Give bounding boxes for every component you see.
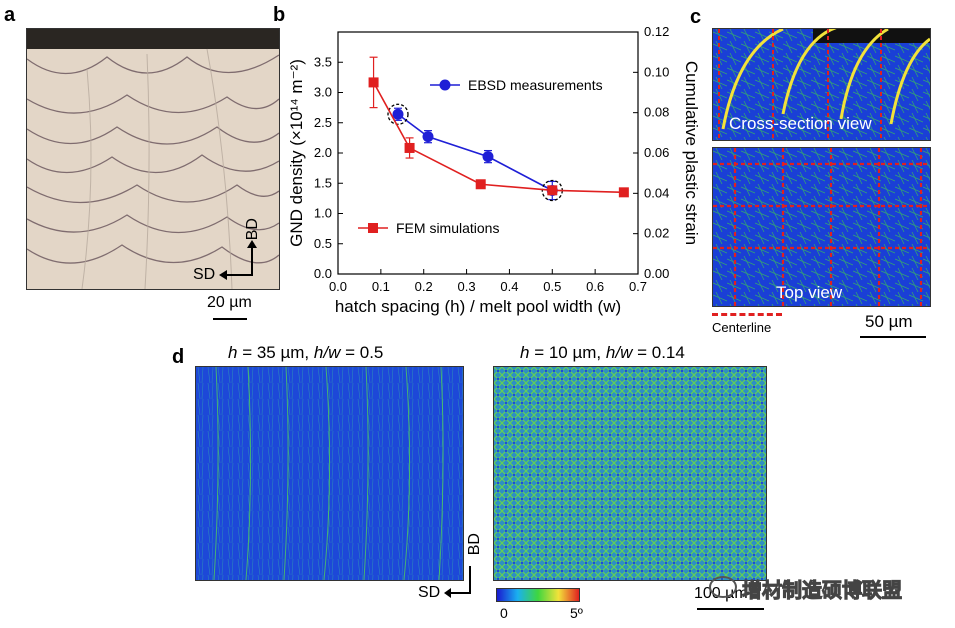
x-tick-label: 0.3 <box>458 279 476 294</box>
top-view-svg <box>713 148 930 306</box>
data-point-square <box>368 77 379 88</box>
data-point-circle <box>482 151 494 163</box>
wechat-icon <box>709 576 737 598</box>
legend-ebsd-label: EBSD measurements <box>468 77 603 93</box>
data-point-circle <box>422 131 434 143</box>
y-tick-label: 1.5 <box>314 175 332 190</box>
map-right-svg <box>494 367 766 580</box>
sd-arrow-d <box>450 592 471 594</box>
centerline-label: Centerline <box>712 320 772 335</box>
legend-ebsd-marker <box>439 79 451 91</box>
micrograph-image <box>26 28 280 290</box>
data-point-square <box>475 179 486 190</box>
title-left-rest1: = 35 µm, <box>237 343 314 362</box>
x-tick-label: 0.7 <box>629 279 647 294</box>
bd-label-d: BD <box>466 533 483 556</box>
watermark: 增材制造硕博联盟 <box>742 580 903 603</box>
y2-tick-label: 0.02 <box>644 226 669 241</box>
colorbar-min: 0 <box>500 605 508 621</box>
y-tick-label: 0.0 <box>314 266 332 281</box>
y2-tick-label: 0.06 <box>644 145 669 160</box>
colorbar <box>496 588 580 602</box>
sd-label: SD <box>193 266 216 283</box>
legend-fem-label: FEM simulations <box>396 220 499 236</box>
x-tick-label: 0.0 <box>329 279 347 294</box>
y-tick-label: 2.0 <box>314 145 332 160</box>
series-line-0 <box>397 113 553 192</box>
legend-fem-marker <box>368 223 378 233</box>
bd-arrow <box>251 246 253 276</box>
scale-label-a: 20 µm <box>207 294 252 311</box>
highlight-circle <box>387 103 409 125</box>
panel-b-label: b <box>273 4 286 26</box>
scale-bar-d <box>697 608 764 610</box>
title-left-h: h <box>228 343 238 362</box>
scale-bar-c <box>860 336 926 338</box>
bd-arrow-head <box>247 240 257 248</box>
sd-arrow-d-head <box>444 588 451 598</box>
title-right-h: h <box>520 343 530 362</box>
y2-axis-label: Cumulative plastic strain <box>682 61 700 245</box>
scale-label-c: 50 µm <box>865 312 913 331</box>
y2-tick-label: 0.10 <box>644 64 669 79</box>
panel-d-label: d <box>172 346 185 368</box>
panel-c-label: c <box>690 6 702 28</box>
micrograph-svg <box>27 29 279 289</box>
title-right-hw: h/w <box>605 343 633 362</box>
bd-arrow-d <box>469 566 471 594</box>
x-tick-label: 0.5 <box>543 279 561 294</box>
data-point-square <box>618 187 629 198</box>
scale-bar-a <box>213 318 247 320</box>
data-point-square <box>404 142 415 153</box>
y2-tick-label: 0.00 <box>644 266 669 281</box>
cross-section-label: Cross-section view <box>729 114 872 133</box>
x-axis-label: hatch spacing (h) / melt pool width (w) <box>335 297 621 316</box>
x-tick-label: 0.4 <box>500 279 518 294</box>
y2-tick-label: 0.08 <box>644 105 669 120</box>
map-right <box>493 366 767 581</box>
y-tick-label: 1.0 <box>314 206 332 221</box>
centerline-legend-line <box>712 313 782 316</box>
y-tick-label: 2.5 <box>314 115 332 130</box>
top-view-label: Top view <box>776 283 843 302</box>
title-right-rest1: = 10 µm, <box>529 343 606 362</box>
sd-arrow <box>226 274 253 276</box>
title-left-rest2: = 0.5 <box>340 343 384 362</box>
title-right-rest2: = 0.14 <box>632 343 685 362</box>
sd-arrow-head <box>219 270 227 280</box>
x-tick-label: 0.1 <box>372 279 390 294</box>
map-left-title: h = 35 µm, h/w = 0.5 <box>228 343 383 363</box>
cross-section-svg <box>713 29 930 140</box>
panel-a-label: a <box>4 4 16 26</box>
map-left <box>195 366 464 581</box>
data-point-circle <box>392 108 404 120</box>
y-tick-label: 0.5 <box>314 236 332 251</box>
y-axis-label: GND density (×10¹⁴ m⁻²) <box>287 59 306 247</box>
cross-section-map <box>712 28 931 141</box>
x-tick-label: 0.2 <box>415 279 433 294</box>
map-left-svg <box>196 367 463 580</box>
data-point-square <box>547 185 558 196</box>
top-view-map <box>712 147 931 307</box>
gnd-chart: 0.0 0.1 0.2 0.3 0.4 0.5 0.6 0.7 0.0 0.5 1.0 1.5 2.0 2… <box>287 24 700 316</box>
map-right-title: h = 10 µm, h/w = 0.14 <box>520 343 685 363</box>
bd-label: BD <box>244 218 261 241</box>
y2-tick-label: 0.04 <box>644 185 669 200</box>
colorbar-max: 5º <box>570 605 583 621</box>
x-tick-label: 0.6 <box>586 279 604 294</box>
y2-tick-label: 0.12 <box>644 24 669 39</box>
y-tick-label: 3.0 <box>314 85 332 100</box>
sd-label-d: SD <box>418 584 441 601</box>
title-left-hw: h/w <box>313 343 341 362</box>
y-tick-label: 3.5 <box>314 54 332 69</box>
